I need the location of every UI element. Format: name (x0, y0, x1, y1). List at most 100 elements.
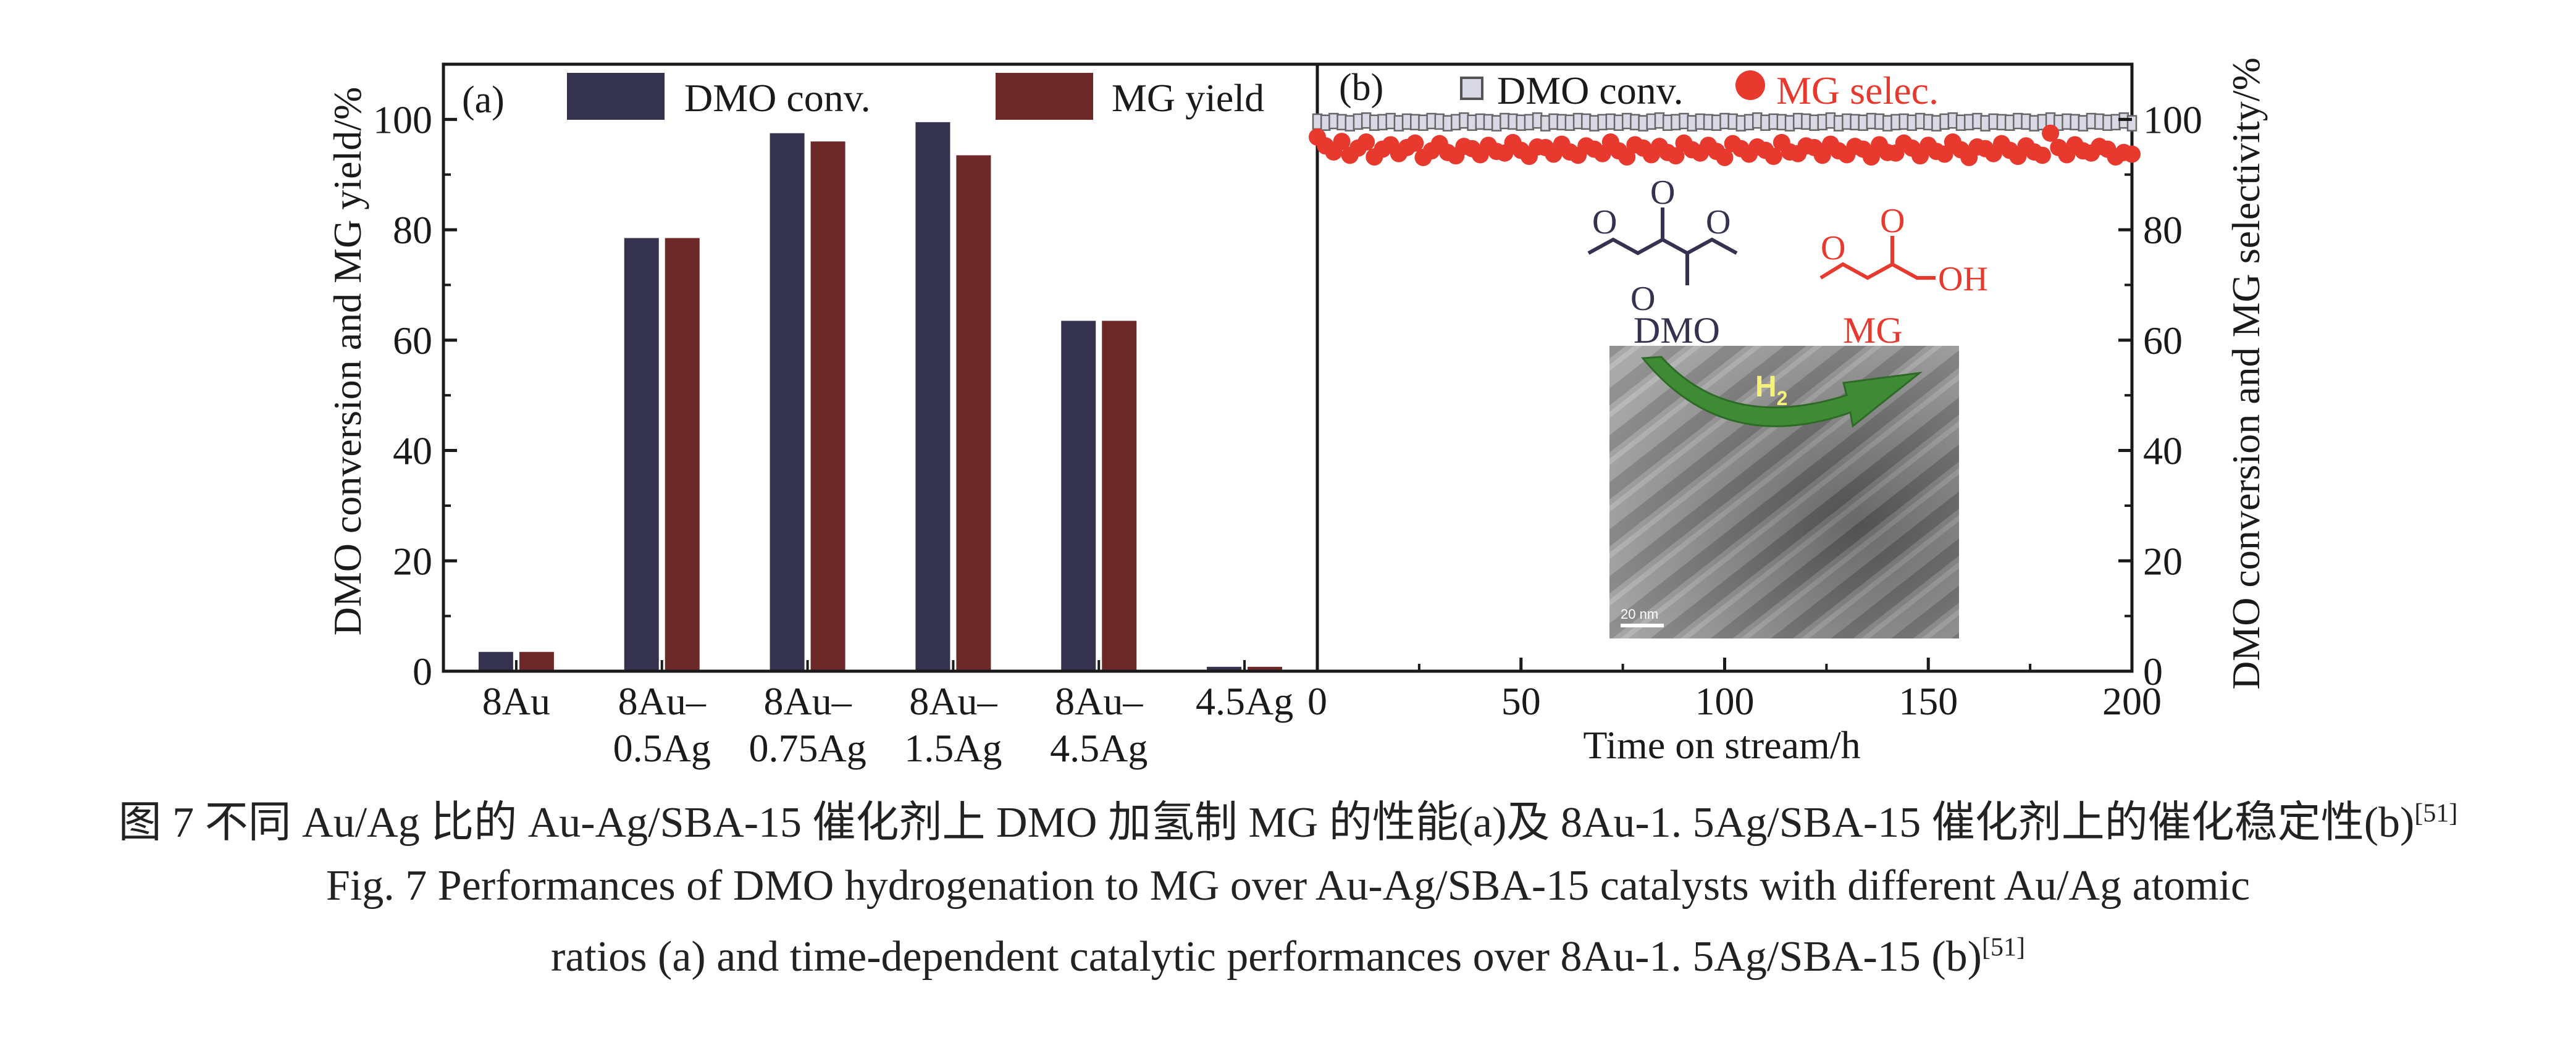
dmo-conv-point (2021, 113, 2031, 130)
legend-label-mg-yield: MG yield (1112, 76, 1264, 120)
panel-a-frame (442, 62, 1319, 673)
dmo-conv-point (1988, 113, 1999, 130)
dmo-conv-point (1947, 112, 1958, 129)
legend-marker-mg-selec (1735, 70, 1765, 100)
dmo-conv-point (1671, 114, 1681, 131)
right-y-tick-label: 100 (2143, 98, 2202, 141)
dmo-conv-point (1768, 113, 1779, 130)
dmo-conv-point (1589, 115, 1600, 132)
dmo-conv-point (1907, 114, 1918, 131)
mg-selec-point (1618, 148, 1636, 166)
dmo-label: DMO (1634, 310, 1720, 351)
bar-dmo-conv (1061, 320, 1096, 671)
x-tick-label: 200 (2102, 679, 2162, 723)
tem-scale-bar-label: 20 nm (1621, 606, 1658, 622)
dmo-conv-point (1500, 112, 1510, 130)
y-tick-label: 20 (393, 539, 432, 583)
dmo-conv-point (1923, 114, 1934, 131)
dmo-conv-point (1621, 112, 1632, 130)
right-y-tick-label: 20 (2143, 539, 2183, 583)
dmo-conv-point (1556, 114, 1567, 131)
panel-a-label: (a) (462, 79, 505, 121)
dmo-o-atom-3: O (1706, 203, 1731, 241)
dmo-conv-point (1483, 114, 1494, 131)
dmo-conv-point (1450, 114, 1461, 131)
dmo-conv-point (1638, 115, 1648, 132)
dmo-conv-point (2086, 112, 2097, 130)
bar-mg-yield (1102, 320, 1137, 671)
dmo-conv-point (1345, 115, 1356, 132)
bar-mg-yield (1248, 666, 1283, 671)
dmo-conv-point (1955, 114, 1966, 131)
legend-label-mg-selec: MG selec. (1776, 69, 1939, 112)
dmo-conv-point (1410, 114, 1420, 131)
dmo-conv-point (1792, 112, 1803, 130)
panel-a-y-axis-label: DMO conversion and MG yield/% (325, 87, 369, 636)
panel-b-mg-selec-series (1309, 124, 2141, 167)
x-tick-label: 100 (1695, 679, 1755, 723)
category-label: 8Au– 4.5Ag (1050, 679, 1147, 770)
panel-a-axes (442, 62, 1319, 673)
mg-selec-point (1333, 133, 1351, 151)
dmo-conv-point (1328, 112, 1339, 130)
legend-swatch-dmo-conv (567, 73, 665, 120)
dmo-conv-point (1597, 114, 1608, 131)
caption-english-line-2: ratios (a) and time-dependent catalytic … (551, 933, 2025, 981)
mg-selec-point (1862, 148, 1880, 166)
mg-selec-point (1716, 149, 1734, 167)
x-tick-label: 50 (1501, 679, 1541, 723)
panel-a-bars (478, 122, 1283, 672)
dmo-conv-point (1743, 114, 1755, 131)
dmo-conv-point (1719, 112, 1730, 130)
dmo-conv-point (1630, 114, 1640, 131)
category-label: 8Au– 0.5Ag (613, 679, 711, 770)
category-label: 8Au– 0.75Ag (749, 679, 866, 770)
bar-dmo-conv (624, 238, 659, 671)
category-label: 8Au (482, 679, 550, 723)
x-tick-label: 0 (1307, 679, 1327, 723)
legend-swatch-mg-yield (996, 73, 1093, 120)
mg-selec-point (1936, 145, 1953, 163)
mg-selec-point (2033, 146, 2051, 164)
y-tick-label: 100 (373, 98, 432, 141)
dmo-conv-point (1467, 114, 1477, 131)
dmo-conv-point (1572, 112, 1584, 130)
dmo-conv-point (1377, 114, 1388, 131)
dmo-conv-point (1320, 114, 1331, 131)
dmo-conv-point (1833, 115, 1844, 132)
bar-mg-yield (810, 141, 845, 672)
dmo-o-atom-4: O (1630, 280, 1655, 318)
right-y-tick-label: 60 (2143, 319, 2183, 362)
dmo-conv-point (1776, 114, 1787, 131)
dmo-conv-point (1963, 114, 1974, 131)
dmo-conv-point (1809, 114, 1819, 131)
legend-label-dmo-conv: DMO conv. (684, 76, 871, 120)
dmo-conv-point (1890, 114, 1901, 131)
mg-selec-point (2042, 124, 2060, 142)
dmo-conv-point (1426, 112, 1437, 130)
dmo-o-atom-1: O (1592, 203, 1617, 241)
x-tick-label: 150 (1898, 679, 1958, 723)
dmo-conv-point (1980, 115, 1991, 132)
dmo-conv-point (1646, 113, 1657, 130)
dmo-conv-point (1866, 112, 1877, 130)
mg-structure (1819, 236, 1936, 280)
dmo-conv-point (1418, 114, 1429, 131)
panel-a-bar-chart: 0 20 40 60 80 100 8Au 8Au– 0.5Ag 8Au– 0.75Ag 8Au– 1… (325, 62, 1319, 770)
right-y-tick-label: 0 (2143, 650, 2163, 693)
dmo-conv-point (1491, 115, 1502, 132)
dmo-conv-point (1442, 115, 1453, 132)
dmo-conv-point (1915, 112, 1926, 130)
y-tick-label: 40 (393, 429, 432, 473)
tem-micrograph: 20 nm (1609, 346, 1959, 638)
dmo-conv-point (1972, 112, 1982, 130)
panel-a-category-labels: 8Au 8Au– 0.5Ag 8Au– 0.75Ag 8Au– 1.5Ag 8Au– 4.5Ag… (482, 679, 1293, 770)
mg-selec-point (1406, 134, 1424, 152)
panel-a-legend: DMO conv. MG yield (567, 73, 1264, 120)
dmo-conv-point (1931, 115, 1942, 132)
dmo-conv-point (1524, 114, 1535, 131)
dmo-conv-point (1784, 115, 1795, 132)
dmo-structure (1587, 207, 1738, 285)
h2-label: H2 (1755, 370, 1787, 409)
